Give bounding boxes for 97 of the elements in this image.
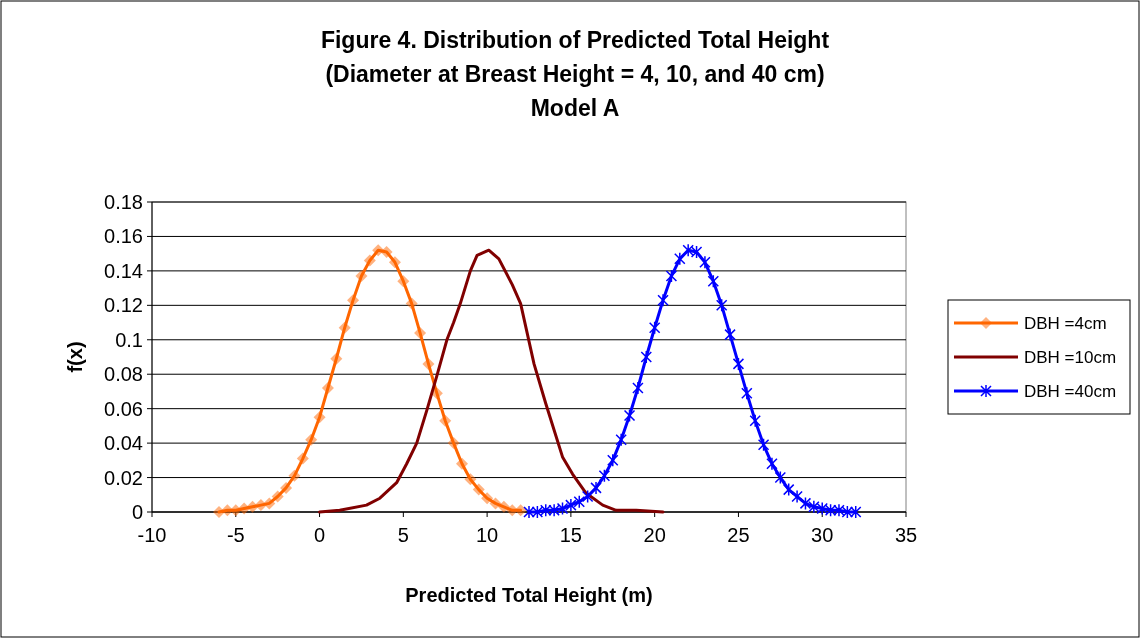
point <box>472 483 485 496</box>
point <box>523 505 535 519</box>
x-tick-label: 10 <box>475 524 499 546</box>
point <box>548 503 560 518</box>
point <box>707 274 720 288</box>
point <box>791 489 803 504</box>
point <box>640 350 653 364</box>
legend-label: DBH =4cm <box>1024 313 1107 333</box>
y-axis-title: f(x) <box>64 341 86 373</box>
point <box>590 481 602 495</box>
point <box>280 481 293 494</box>
point <box>573 494 586 509</box>
point <box>347 294 360 307</box>
point <box>682 243 694 257</box>
point <box>481 492 494 505</box>
x-axis-title: Predicted Total Height (m) <box>405 584 653 606</box>
point <box>464 473 477 486</box>
point <box>540 503 552 518</box>
point <box>372 244 385 257</box>
point <box>665 269 678 283</box>
point <box>380 245 393 258</box>
point <box>288 469 301 482</box>
point <box>447 437 460 450</box>
point <box>607 453 619 468</box>
y-tick-label: 0.12 <box>104 294 143 317</box>
point <box>388 256 401 269</box>
x-tick-label: -10 <box>137 524 167 546</box>
x-tick-label: 30 <box>811 524 834 546</box>
y-tick-label: 0.06 <box>104 397 143 420</box>
point <box>674 252 686 266</box>
legend-label: DBH =10cm <box>1024 347 1117 367</box>
point <box>414 326 427 339</box>
y-tick-label: 0.14 <box>104 259 143 282</box>
x-tick-label: 25 <box>727 524 750 546</box>
x-tick-label: 35 <box>894 524 918 546</box>
y-tick-label: 0.08 <box>104 363 143 386</box>
chart-title: Figure 4. Distribution of Predicted Total Height (Diameter at Breast Height = 4, 10, and 40 cm) Model A <box>320 27 830 121</box>
x-tick-label: 5 <box>397 524 409 546</box>
point <box>246 500 259 513</box>
point <box>497 500 510 513</box>
point <box>422 357 435 370</box>
point <box>824 503 837 518</box>
point <box>598 469 611 483</box>
y-tick-label: 0.04 <box>104 432 143 455</box>
point <box>455 457 468 470</box>
x-tick-label: 15 <box>559 524 583 546</box>
point <box>774 470 787 485</box>
point <box>648 320 661 335</box>
point <box>213 506 226 518</box>
y-tick-label: 0.1 <box>115 328 143 351</box>
point <box>808 500 820 514</box>
point <box>439 414 452 427</box>
point <box>623 408 636 423</box>
point <box>841 505 854 519</box>
point <box>556 501 569 516</box>
point <box>766 457 778 471</box>
point <box>632 381 644 395</box>
point <box>833 503 845 518</box>
point <box>724 327 736 342</box>
point <box>531 505 544 519</box>
point <box>238 502 251 515</box>
point <box>363 254 376 267</box>
y-tick-label: 0.18 <box>104 191 143 213</box>
point <box>405 297 418 310</box>
point <box>849 505 862 519</box>
y-tick-label: 0 <box>131 501 143 523</box>
point <box>757 438 770 452</box>
point <box>254 499 267 512</box>
point <box>565 498 577 512</box>
point <box>749 413 761 428</box>
point <box>271 490 284 503</box>
x-tick-label: 0 <box>313 524 326 546</box>
point <box>799 496 812 511</box>
point <box>489 497 502 510</box>
y-tick-label: 0.02 <box>104 466 143 489</box>
point <box>816 501 828 516</box>
point <box>732 357 745 371</box>
point <box>355 270 368 283</box>
y-tick-label: 0.16 <box>104 225 143 248</box>
point <box>581 489 594 504</box>
point <box>263 497 276 510</box>
point <box>305 433 318 446</box>
point <box>397 275 410 288</box>
point <box>296 452 309 465</box>
legend-label: DBH =40cm <box>1024 381 1117 401</box>
point <box>715 298 728 313</box>
point <box>782 482 795 497</box>
line-series <box>318 248 665 514</box>
point <box>338 321 351 334</box>
point <box>741 386 753 400</box>
x-tick-label: -5 <box>226 524 245 546</box>
point <box>615 432 627 447</box>
point <box>313 411 326 424</box>
point <box>330 352 343 365</box>
point <box>657 293 669 307</box>
point <box>321 382 334 394</box>
x-tick-label: 20 <box>643 524 666 546</box>
